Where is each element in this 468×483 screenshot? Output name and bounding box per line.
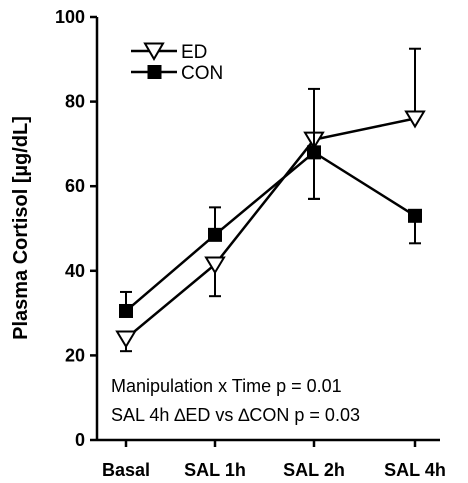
y-tick-label: 100 [55, 7, 85, 27]
legend-ed-marker [143, 42, 165, 61]
legend-con-label: CON [181, 63, 223, 84]
data-point-con [408, 208, 422, 223]
series-line [125, 117, 416, 340]
x-ticks: Basal SAL 1h SAL 2h SAL 4h [102, 440, 446, 480]
y-tick-label: 40 [65, 261, 85, 281]
data-point-con [119, 303, 133, 318]
legend-con-marker [147, 65, 162, 79]
series-con [119, 87, 422, 318]
x-tick-label: SAL 2h [283, 460, 345, 480]
y-tick-label: 20 [65, 345, 85, 365]
legend-ed-label: ED [181, 42, 207, 63]
annotation-interaction: Manipulation x Time p = 0.01 [111, 376, 342, 396]
annotation-sal4h: SAL 4h ∆ED vs ∆CON p = 0.03 [111, 405, 360, 425]
series-ed [115, 47, 426, 353]
data-point-con [208, 227, 222, 242]
y-axis-title: Plasma Cortisol [µg/dL] [10, 116, 32, 340]
y-tick-label: 80 [65, 92, 85, 112]
y-tick-label: 0 [75, 430, 85, 450]
y-tick-label: 60 [65, 176, 85, 196]
y-ticks: 0 20 40 60 80 100 [55, 7, 97, 450]
legend: ED CON [131, 42, 223, 84]
x-tick-label: SAL 4h [384, 460, 446, 480]
series-layer [115, 47, 426, 353]
data-point-con [307, 145, 321, 160]
axes [95, 17, 440, 442]
data-point-ed [204, 256, 226, 275]
data-point-ed [404, 110, 426, 129]
x-tick-label: Basal [102, 460, 150, 480]
x-tick-label: SAL 1h [184, 460, 246, 480]
series-line [125, 150, 416, 312]
data-point-ed [115, 330, 137, 349]
